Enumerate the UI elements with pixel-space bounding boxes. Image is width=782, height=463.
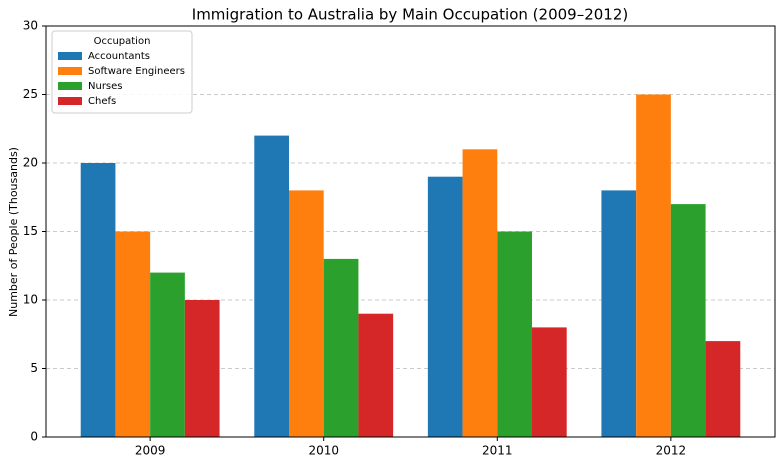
bar (601, 190, 637, 437)
legend-label: Nurses (88, 81, 123, 92)
x-tick-label: 2012 (656, 444, 687, 458)
legend-title: Occupation (94, 36, 151, 47)
bar (636, 94, 671, 437)
legend-swatch (58, 97, 82, 105)
y-tick-label: 30 (23, 19, 38, 33)
bar (184, 300, 220, 437)
bar (323, 258, 359, 437)
legend-swatch (58, 82, 82, 90)
bar (115, 231, 151, 437)
bar (670, 204, 706, 437)
bar (254, 135, 289, 437)
bar (150, 272, 185, 437)
bar (80, 163, 116, 437)
legend-label: Software Engineers (88, 66, 185, 77)
chart-title: Immigration to Australia by Main Occupat… (192, 6, 628, 24)
x-tick-label: 2010 (308, 444, 339, 458)
legend-swatch (58, 52, 82, 60)
y-tick-label: 20 (23, 156, 38, 170)
bar (427, 176, 463, 437)
legend-box (51, 30, 193, 114)
plot-frame (45, 25, 776, 438)
bar (462, 149, 498, 438)
legend-label: Accountants (88, 51, 150, 62)
legend-swatch (58, 67, 82, 75)
bar (497, 231, 532, 437)
legend: Occupation Accountants Software Engineers N… (51, 30, 193, 114)
bar (705, 341, 741, 437)
legend-label: Chefs (88, 96, 116, 107)
y-tick-label: 25 (23, 87, 38, 101)
bar (289, 190, 324, 437)
y-tick-label: 10 (23, 293, 38, 307)
y-tick-label: 5 (30, 361, 38, 375)
bar (532, 327, 567, 437)
y-axis-label: Number of People (Thousands) (7, 147, 20, 317)
y-tick-label: 0 (30, 430, 38, 444)
y-tick-label: 15 (23, 224, 38, 238)
bar (358, 313, 394, 437)
x-tick-label: 2009 (135, 444, 166, 458)
x-tick-label: 2011 (482, 444, 513, 458)
